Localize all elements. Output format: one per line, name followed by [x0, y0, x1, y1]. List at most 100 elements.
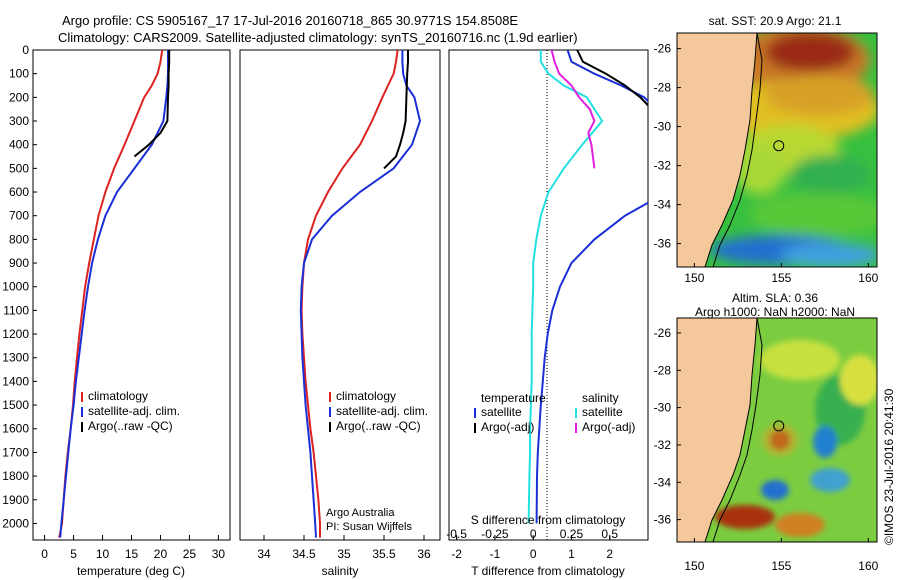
temperature-x-tick-label: 0	[41, 547, 48, 561]
difference-s-tick-label: -0.25	[481, 527, 509, 541]
temperature-series-1	[59, 50, 169, 538]
difference-x-tick-label: 1	[568, 547, 575, 561]
pi-label: PI: Susan Wijffels	[326, 521, 412, 533]
legend-temperature-label: satellite	[481, 405, 522, 419]
temperature-x-label: temperature (deg C)	[77, 564, 185, 578]
sst-lat-tick-label: -30	[654, 120, 672, 134]
sla-map-frame	[676, 317, 878, 543]
difference-x-tick-label: 2	[606, 547, 613, 561]
sla-lat-tick-label: -34	[654, 475, 672, 489]
depth-tick-label: 1700	[2, 445, 29, 459]
sst-lat-tick-label: -28	[654, 81, 672, 95]
depth-tick-label: 100	[9, 67, 29, 81]
s-difference-label: S difference from climatology	[471, 513, 626, 527]
difference-s-tick-label: 0.5	[601, 527, 618, 541]
sla-lat-tick-label: -36	[654, 513, 672, 527]
temperature-series-2	[133, 50, 171, 158]
sla-lat-tick-label: -26	[654, 326, 672, 340]
depth-tick-label: 1600	[2, 422, 29, 436]
difference-x-tick-label: -2	[451, 547, 462, 561]
difference-panel: -2 -1 0 1 2 -0.5 -0.25 0 0.25 0.5 S difference f…	[446, 49, 649, 578]
temperature-x-tick-label: 25	[183, 547, 197, 561]
sla-lon-tick-label: 160	[858, 559, 878, 573]
salinity-plot-frame	[239, 49, 441, 541]
sst-lat-tick-label: -34	[654, 198, 672, 212]
sst-map-panel: sat. SST: 20.9 Argo: 21.1 -26 -28 -30 -32 -3…	[654, 14, 879, 285]
depth-tick-label: 600	[9, 185, 29, 199]
sst-map-frame	[676, 32, 878, 268]
header-line-1: Argo profile: CS 5905167_17 17-Jul-2016 …	[62, 13, 518, 28]
depth-tick-label: 1200	[2, 327, 29, 341]
sst-lat-tick-label: -26	[654, 42, 672, 56]
salinity-legend-label: climatology	[336, 389, 396, 403]
difference-plot-frame	[448, 49, 649, 541]
sst-lon-tick-label: 155	[771, 271, 791, 285]
temperature-panel: 0100200300400500600700800900100011001200…	[2, 43, 453, 578]
salinity-x-tick-label: 35.5	[372, 547, 396, 561]
sst-argo-location-marker	[773, 140, 785, 152]
depth-tick-label: 700	[9, 209, 29, 223]
depth-tick-label: 0	[22, 43, 29, 57]
temperature-x-tick-label: 30	[212, 547, 226, 561]
salinity-x-tick-label: 36	[417, 547, 431, 561]
sla-map-title: Altim. SLA: 0.36	[732, 291, 818, 305]
legend-temperature-label: Argo(-adj)	[481, 420, 534, 434]
difference-s-tick-label: 0	[530, 527, 537, 541]
sla-lon-tick-label: 150	[684, 559, 704, 573]
salinity-x-tick-label: 35	[337, 547, 351, 561]
legend-salinity-label: Argo(-adj)	[582, 420, 635, 434]
depth-tick-label: 500	[9, 161, 29, 175]
salinity-series-2	[383, 50, 409, 170]
temperature-legend-label: satellite-adj. clim.	[88, 404, 180, 418]
sla-map-panel: Altim. SLA: 0.36 Argo h1000: NaN h2000: …	[654, 291, 879, 573]
salinity-legend-label: satellite-adj. clim.	[336, 404, 428, 418]
depth-tick-label: 400	[9, 138, 29, 152]
difference-series-1	[576, 50, 648, 107]
depth-tick-label: 1300	[2, 351, 29, 365]
argo-australia-label: Argo Australia	[326, 507, 395, 519]
depth-tick-label: 1400	[2, 374, 29, 388]
depth-tick-label: 300	[9, 114, 29, 128]
temperature-legend-label: Argo(..raw -QC)	[88, 419, 173, 433]
difference-x-tick-label: -1	[490, 547, 501, 561]
sst-lon-tick-label: 150	[684, 271, 704, 285]
depth-tick-label: 1500	[2, 398, 29, 412]
legend-salinity-label: satellite	[582, 405, 623, 419]
depth-tick-label: 800	[9, 232, 29, 246]
salinity-x-tick-label: 34.5	[292, 547, 316, 561]
depth-tick-label: 900	[9, 256, 29, 270]
temperature-x-tick-label: 5	[70, 547, 77, 561]
salinity-x-tick-label: 34	[257, 547, 271, 561]
sst-lat-tick-label: -36	[654, 237, 672, 251]
salinity-panel: 34 34.5 35 35.5 36 salinity climatologysatel…	[239, 49, 441, 578]
temperature-x-tick-label: 10	[96, 547, 110, 561]
sla-map-field	[677, 317, 877, 542]
difference-x-tick-label: 0	[530, 547, 537, 561]
header-line-2: Climatology: CARS2009. Satellite-adjuste…	[58, 30, 578, 45]
depth-tick-label: 2000	[2, 516, 29, 530]
sst-map-title: sat. SST: 20.9 Argo: 21.1	[709, 14, 842, 28]
difference-s-tick-label: -0.5	[446, 527, 467, 541]
sla-lat-tick-label: -28	[654, 363, 672, 377]
depth-tick-label: 1800	[2, 469, 29, 483]
sst-map-field	[677, 33, 877, 267]
salinity-legend-label: Argo(..raw -QC)	[336, 419, 421, 433]
depth-tick-label: 1100	[3, 303, 29, 317]
sla-argo-location-marker	[773, 420, 785, 432]
temperature-x-tick-label: 15	[125, 547, 139, 561]
legend-salinity-title: salinity	[582, 391, 619, 405]
difference-series-3	[550, 50, 596, 169]
sst-lat-tick-label: -32	[654, 159, 672, 173]
sla-lat-tick-label: -30	[654, 401, 672, 415]
salinity-x-label: salinity	[322, 564, 359, 578]
salinity-series-1	[299, 50, 422, 538]
difference-s-tick-label: 0.25	[560, 527, 584, 541]
sla-lat-tick-label: -32	[654, 438, 672, 452]
depth-tick-label: 200	[9, 90, 29, 104]
temperature-legend-label: climatology	[88, 389, 148, 403]
legend-temperature-title: temperature	[481, 391, 546, 405]
sla-lon-tick-label: 155	[771, 559, 791, 573]
